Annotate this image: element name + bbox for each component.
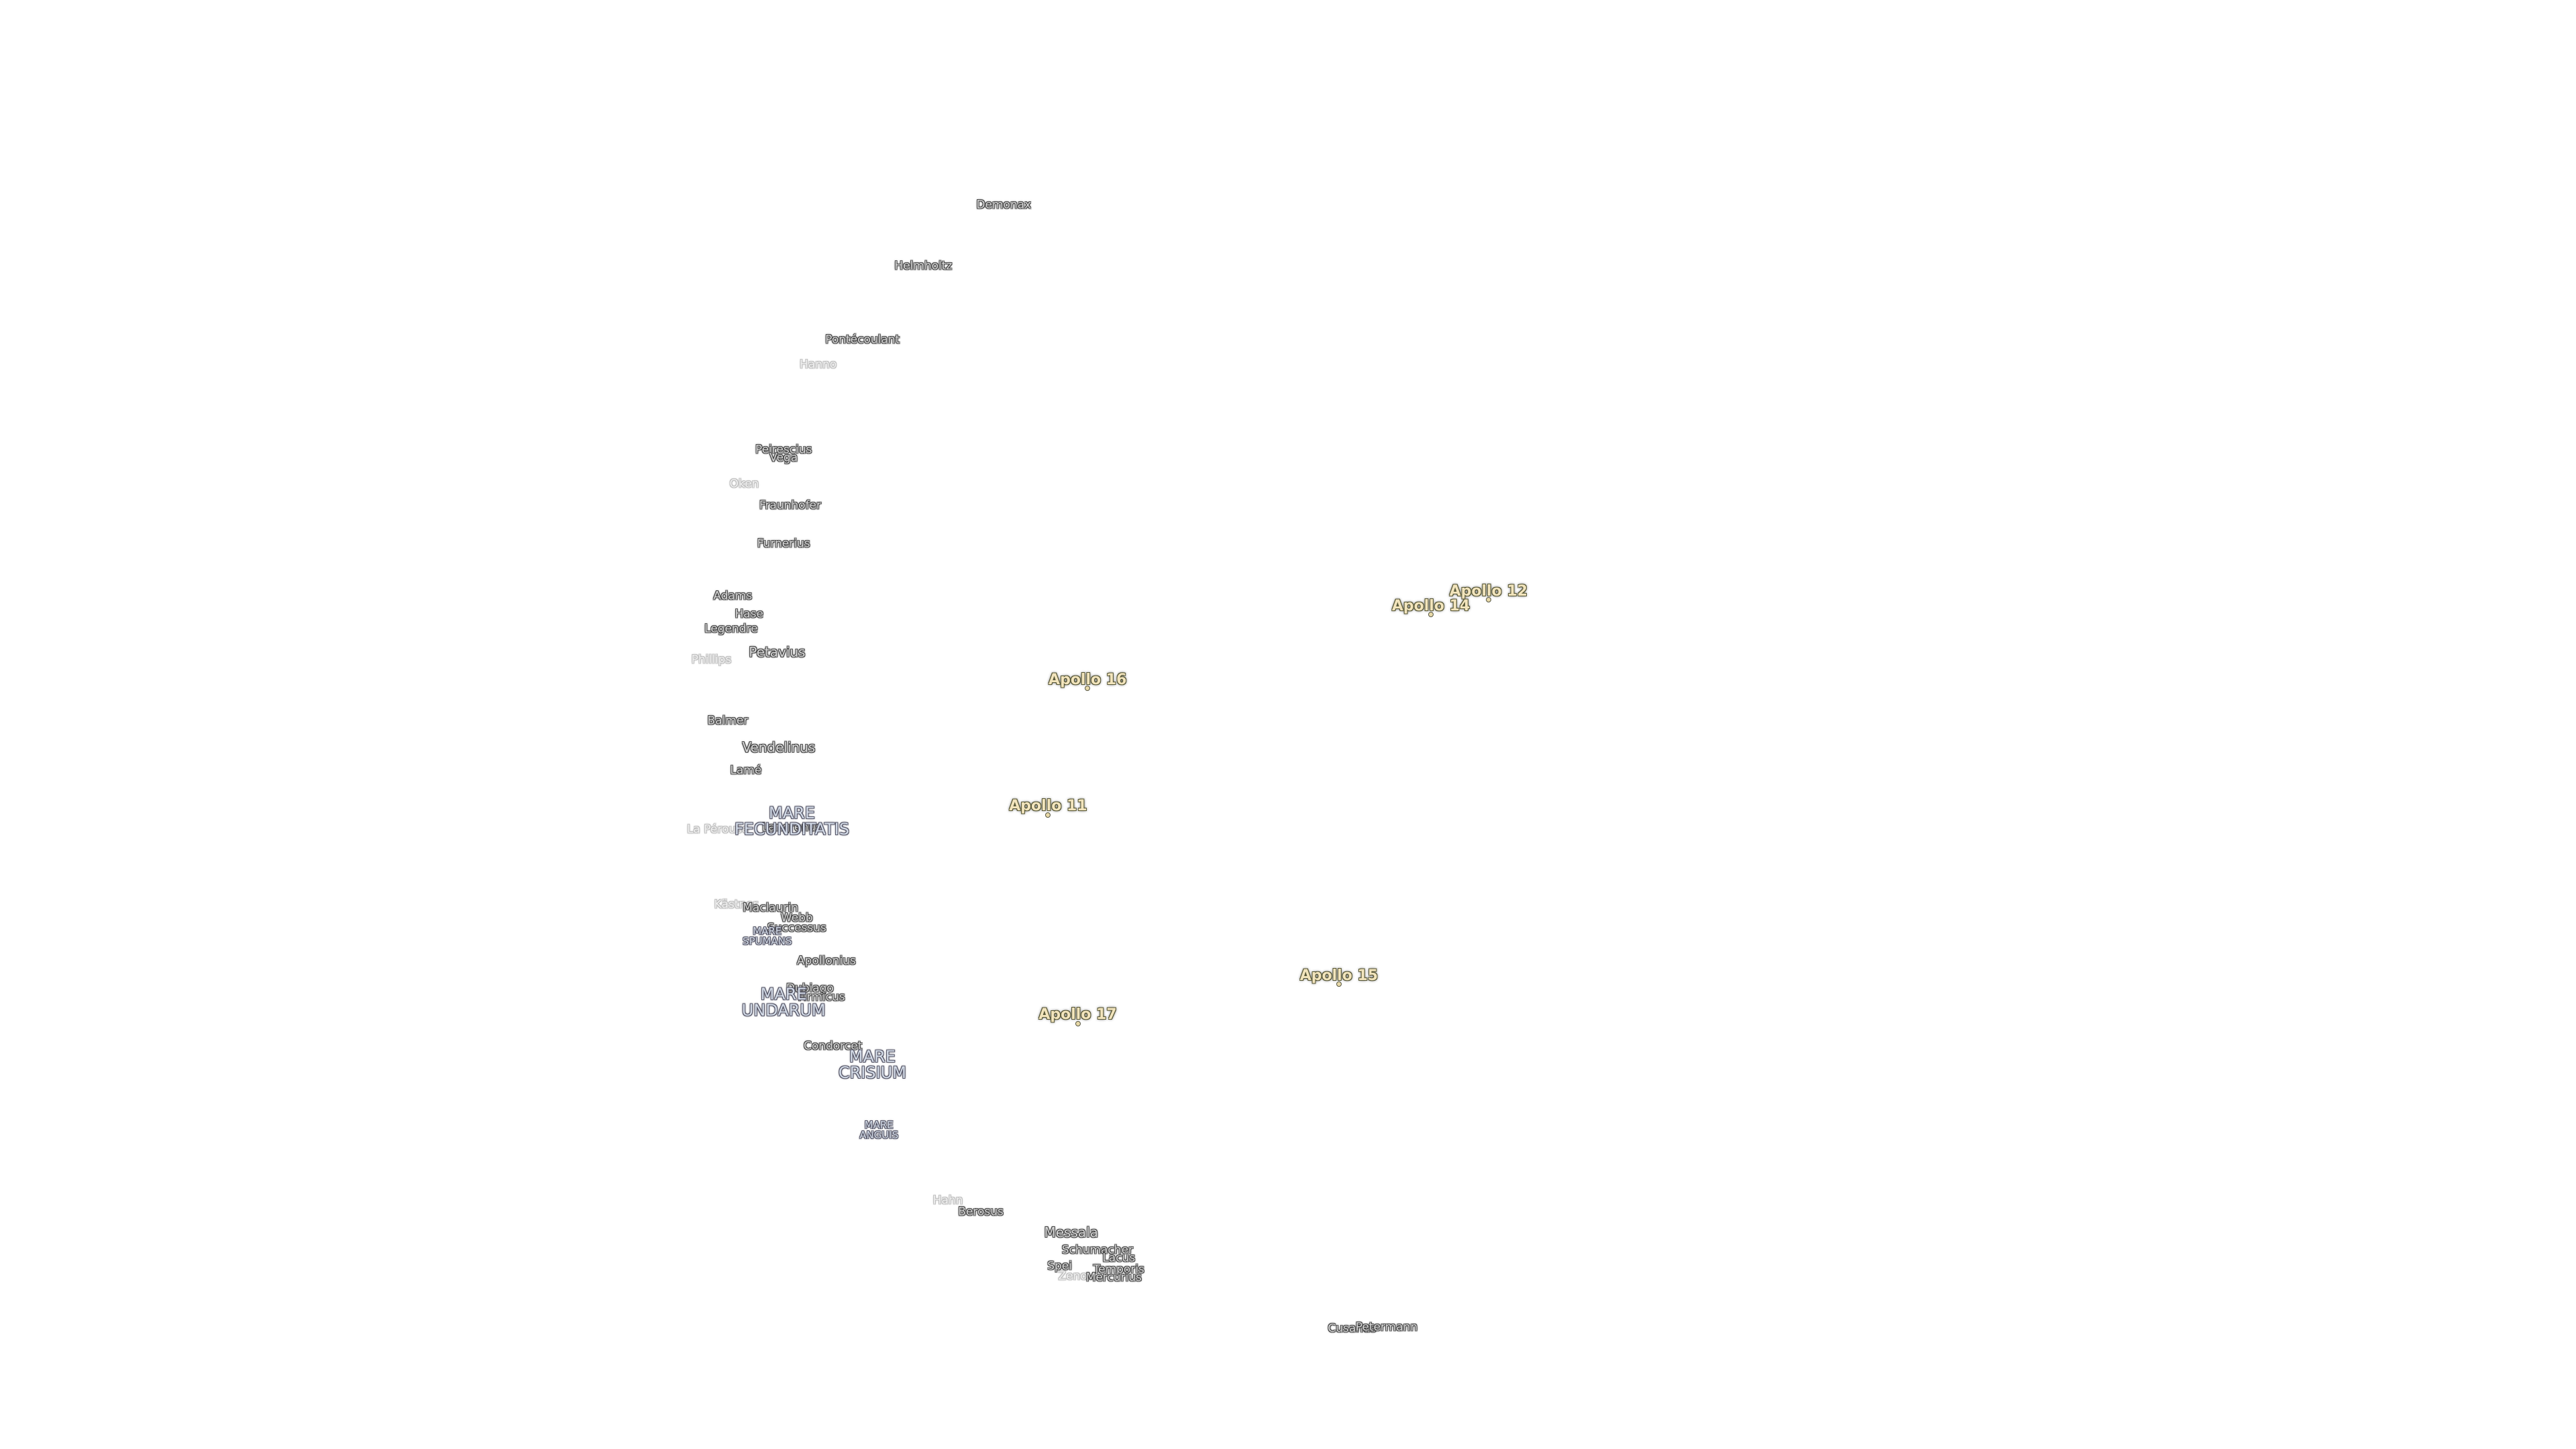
landing-site-marker[interactable] xyxy=(1485,596,1491,602)
crater-label[interactable]: Adams xyxy=(713,589,753,603)
landing-site-label[interactable]: Apollo 16 xyxy=(1049,671,1127,688)
crater-label[interactable]: Apollonius xyxy=(796,954,856,968)
crater-label[interactable]: Successus xyxy=(767,921,826,935)
crater-label[interactable]: Kästner xyxy=(714,898,758,912)
crater-label[interactable]: Vendelinus xyxy=(742,739,816,756)
landing-site-marker[interactable] xyxy=(1045,812,1051,818)
crater-label[interactable]: Phillips xyxy=(691,653,732,667)
landing-site-marker[interactable] xyxy=(1428,611,1434,617)
crater-label[interactable]: Petavius xyxy=(749,644,806,661)
mare-label[interactable]: MARE CRISIUM xyxy=(838,1046,906,1082)
crater-label[interactable]: Furnerius xyxy=(757,537,810,551)
crater-label[interactable]: Pontécoulant xyxy=(825,333,900,347)
crater-label[interactable]: Helmholtz xyxy=(894,259,953,273)
crater-label[interactable]: Lacus xyxy=(1102,1251,1136,1265)
crater-label[interactable]: Berosus xyxy=(958,1205,1004,1219)
crater-label[interactable]: Demonax xyxy=(976,198,1032,212)
landing-site-label[interactable]: Apollo 17 xyxy=(1038,1006,1117,1024)
crater-label[interactable]: Spei xyxy=(1047,1259,1072,1273)
crater-label[interactable]: Langrenus xyxy=(761,820,822,835)
crater-label[interactable]: La Pérouse xyxy=(686,822,749,837)
landing-site-label[interactable]: Apollo 11 xyxy=(1009,798,1087,815)
crater-label[interactable]: Hase xyxy=(735,607,763,621)
landing-site-marker[interactable] xyxy=(1085,686,1091,692)
crater-label[interactable]: Condorcet xyxy=(803,1039,863,1053)
landing-site-label[interactable]: Apollo 12 xyxy=(1449,582,1527,600)
landing-site-label[interactable]: Apollo 14 xyxy=(1391,597,1470,614)
crater-label[interactable]: Legendre xyxy=(704,622,758,636)
mare-label[interactable]: MARE FECUNDITATIS xyxy=(734,804,849,839)
landing-site-marker[interactable] xyxy=(1075,1020,1081,1026)
crater-label[interactable]: Schumacher xyxy=(1061,1243,1134,1257)
crater-label[interactable]: Vega xyxy=(769,451,798,465)
crater-label[interactable]: Hanno xyxy=(800,358,837,372)
crater-label[interactable]: Firmicus xyxy=(798,990,845,1004)
mare-label[interactable]: MARE UNDARUM xyxy=(741,984,826,1020)
crater-label[interactable]: Hahn xyxy=(932,1193,963,1208)
crater-label[interactable]: Dubiago xyxy=(786,981,834,996)
crater-label[interactable]: Messala xyxy=(1044,1224,1098,1240)
mare-label[interactable]: MARE SPUMANS xyxy=(742,924,792,947)
crater-label[interactable]: Peirescius xyxy=(755,443,812,457)
crater-label[interactable]: Zeno xyxy=(1058,1269,1087,1283)
landing-site-label[interactable]: Apollo 15 xyxy=(1299,967,1379,984)
mare-label[interactable]: MARE ANGUIS xyxy=(859,1118,899,1141)
crater-label[interactable]: Petermann xyxy=(1355,1320,1418,1334)
crater-label[interactable]: Webb xyxy=(780,911,813,925)
crater-label[interactable]: Fraunhofer xyxy=(759,498,822,513)
crater-label[interactable]: Balmer xyxy=(707,714,749,728)
crater-label[interactable]: Maclaurin xyxy=(743,901,798,915)
crater-label[interactable]: Cusanus xyxy=(1328,1322,1377,1336)
crater-label[interactable]: Temporis xyxy=(1093,1263,1144,1277)
landing-site-marker[interactable] xyxy=(1336,981,1342,987)
crater-label[interactable]: Oken xyxy=(729,477,759,491)
crater-label[interactable]: Lamé xyxy=(730,763,762,777)
crater-label[interactable]: Mercurius xyxy=(1085,1271,1142,1285)
